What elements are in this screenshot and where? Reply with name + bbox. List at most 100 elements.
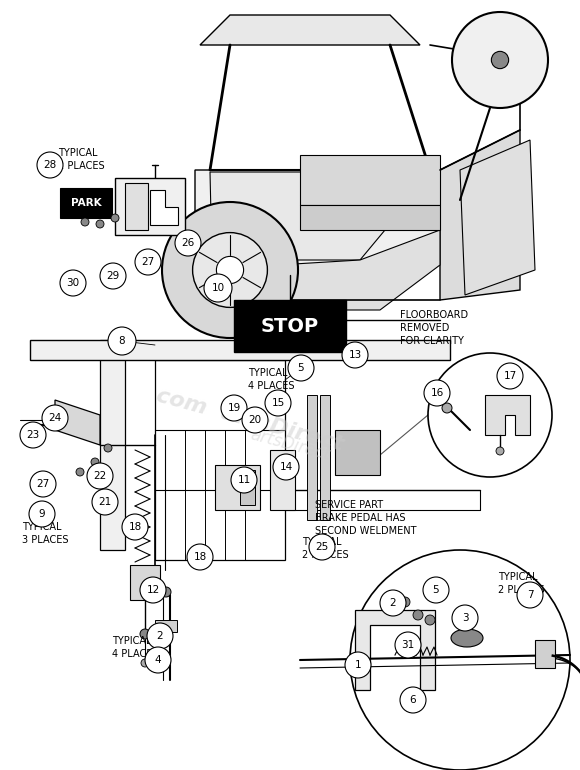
Circle shape: [350, 550, 570, 770]
Circle shape: [497, 363, 523, 389]
Circle shape: [96, 220, 104, 228]
Circle shape: [395, 632, 421, 658]
Circle shape: [273, 454, 299, 480]
Circle shape: [76, 468, 84, 476]
Polygon shape: [320, 395, 330, 520]
Text: artsDirect: artsDirect: [248, 426, 332, 464]
Circle shape: [345, 652, 371, 678]
Text: 6: 6: [409, 695, 416, 705]
Polygon shape: [200, 15, 420, 45]
Text: 31: 31: [401, 640, 415, 650]
Text: PARK: PARK: [71, 198, 102, 208]
Circle shape: [423, 577, 449, 603]
Text: 8: 8: [119, 336, 125, 346]
Circle shape: [400, 687, 426, 713]
Polygon shape: [130, 565, 160, 600]
Circle shape: [342, 342, 368, 368]
Polygon shape: [335, 430, 380, 475]
Text: TYPICAL
4 PLACES: TYPICAL 4 PLACES: [112, 636, 158, 659]
Circle shape: [425, 615, 435, 625]
Circle shape: [193, 233, 267, 307]
Circle shape: [42, 405, 68, 431]
Circle shape: [141, 659, 149, 667]
Circle shape: [20, 422, 46, 448]
Text: 12: 12: [146, 585, 160, 595]
Circle shape: [100, 263, 126, 289]
Polygon shape: [535, 640, 555, 668]
Text: 28: 28: [44, 160, 57, 170]
FancyBboxPatch shape: [300, 205, 440, 230]
Text: 11: 11: [237, 475, 251, 485]
Circle shape: [216, 256, 244, 283]
Circle shape: [92, 489, 118, 515]
Circle shape: [452, 12, 548, 108]
Text: SERVICE PART
BRAKE PEDAL HAS
SECOND WELDMENT: SERVICE PART BRAKE PEDAL HAS SECOND WELD…: [315, 500, 416, 537]
Circle shape: [162, 202, 298, 338]
Polygon shape: [307, 395, 317, 520]
Text: 30: 30: [67, 278, 79, 288]
Text: 17: 17: [503, 371, 517, 381]
Circle shape: [491, 52, 509, 69]
Polygon shape: [150, 190, 178, 225]
Circle shape: [265, 390, 291, 416]
Text: 23: 23: [26, 430, 39, 440]
Polygon shape: [240, 470, 255, 505]
Text: TYPICAL
2 PLACES: TYPICAL 2 PLACES: [498, 572, 545, 595]
Text: 25: 25: [316, 542, 329, 552]
Text: 10: 10: [212, 283, 224, 293]
Text: 2: 2: [390, 598, 396, 608]
Polygon shape: [115, 178, 185, 235]
Circle shape: [87, 463, 113, 489]
Text: 22: 22: [93, 471, 107, 481]
Circle shape: [30, 471, 56, 497]
Circle shape: [242, 407, 268, 433]
Text: 27: 27: [37, 479, 50, 489]
Circle shape: [60, 270, 86, 296]
Text: 27: 27: [142, 257, 155, 267]
Polygon shape: [215, 465, 260, 510]
Polygon shape: [485, 395, 530, 435]
FancyBboxPatch shape: [155, 620, 177, 632]
Circle shape: [81, 218, 89, 226]
Text: 1: 1: [355, 660, 361, 670]
Text: 7: 7: [527, 590, 534, 600]
Text: 26: 26: [182, 238, 195, 248]
Circle shape: [145, 647, 171, 673]
Circle shape: [175, 230, 201, 256]
Polygon shape: [30, 340, 450, 360]
Text: 20: 20: [248, 415, 262, 425]
Circle shape: [29, 501, 55, 527]
Circle shape: [442, 403, 452, 413]
Text: TYPICAL
2 PLACES: TYPICAL 2 PLACES: [302, 537, 349, 561]
Ellipse shape: [451, 629, 483, 647]
Text: 5: 5: [433, 585, 439, 595]
Text: FLOORBOARD
REMOVED
FOR CLARITY: FLOORBOARD REMOVED FOR CLARITY: [400, 310, 468, 346]
Circle shape: [140, 629, 150, 639]
Polygon shape: [155, 360, 285, 560]
FancyBboxPatch shape: [234, 300, 346, 352]
Circle shape: [400, 597, 410, 607]
Text: 21: 21: [99, 497, 111, 507]
Circle shape: [37, 152, 63, 178]
Circle shape: [140, 577, 166, 603]
Circle shape: [231, 467, 257, 493]
FancyBboxPatch shape: [300, 155, 440, 205]
Text: TYPICAL
3 PLACES: TYPICAL 3 PLACES: [22, 522, 68, 545]
Circle shape: [496, 447, 504, 455]
Text: com  artsDirect: com artsDirect: [154, 385, 346, 454]
Text: 15: 15: [271, 398, 285, 408]
Polygon shape: [55, 400, 100, 445]
Polygon shape: [100, 340, 125, 550]
Circle shape: [517, 582, 543, 608]
Circle shape: [309, 534, 335, 560]
Circle shape: [187, 544, 213, 570]
Text: TYPICAL
4 PLACES: TYPICAL 4 PLACES: [248, 368, 295, 391]
Circle shape: [108, 327, 136, 355]
Circle shape: [111, 214, 119, 222]
Circle shape: [288, 355, 314, 381]
Circle shape: [380, 590, 406, 616]
Polygon shape: [125, 183, 148, 230]
Circle shape: [161, 587, 171, 597]
Circle shape: [135, 249, 161, 275]
Text: 4: 4: [155, 655, 161, 665]
